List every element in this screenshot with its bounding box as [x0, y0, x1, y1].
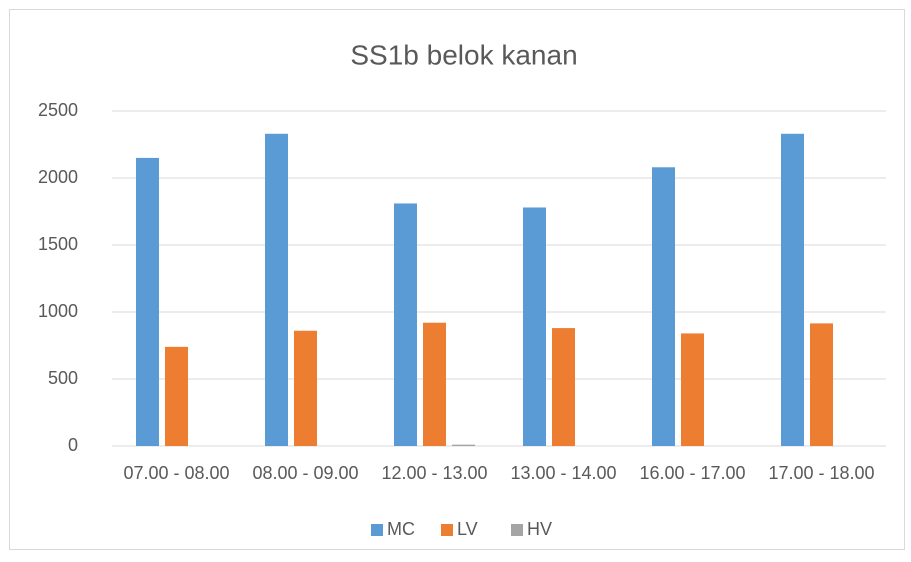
y-tick-label: 0 — [68, 435, 78, 455]
legend-label: MC — [387, 519, 415, 539]
x-tick-label: 17.00 - 18.00 — [768, 463, 874, 483]
legend-swatch — [441, 524, 453, 536]
bar — [423, 322, 446, 446]
bar — [394, 203, 417, 446]
bar — [810, 323, 833, 446]
x-tick-label: 13.00 - 14.00 — [510, 463, 616, 483]
bar — [652, 167, 675, 446]
y-tick-label: 2000 — [38, 167, 78, 187]
x-tick-label: 08.00 - 09.00 — [252, 463, 358, 483]
bar — [136, 157, 159, 446]
y-tick-label: 500 — [48, 368, 78, 388]
x-tick-label: 16.00 - 17.00 — [639, 463, 745, 483]
bar — [294, 330, 317, 446]
legend-swatch — [511, 524, 523, 536]
bar — [681, 333, 704, 446]
legend-label: LV — [457, 519, 478, 539]
y-tick-label: 1500 — [38, 234, 78, 254]
bar — [552, 328, 575, 446]
y-tick-label: 2500 — [38, 100, 78, 120]
x-tick-label: 12.00 - 13.00 — [381, 463, 487, 483]
y-tick-label: 1000 — [38, 301, 78, 321]
bar — [781, 133, 804, 446]
legend-label: HV — [527, 519, 552, 539]
bar — [165, 346, 188, 446]
chart-title: SS1b belok kanan — [350, 39, 577, 70]
bar — [265, 133, 288, 446]
x-tick-label: 07.00 - 08.00 — [123, 463, 229, 483]
legend-swatch — [371, 524, 383, 536]
bar — [523, 207, 546, 446]
bar — [452, 444, 475, 446]
